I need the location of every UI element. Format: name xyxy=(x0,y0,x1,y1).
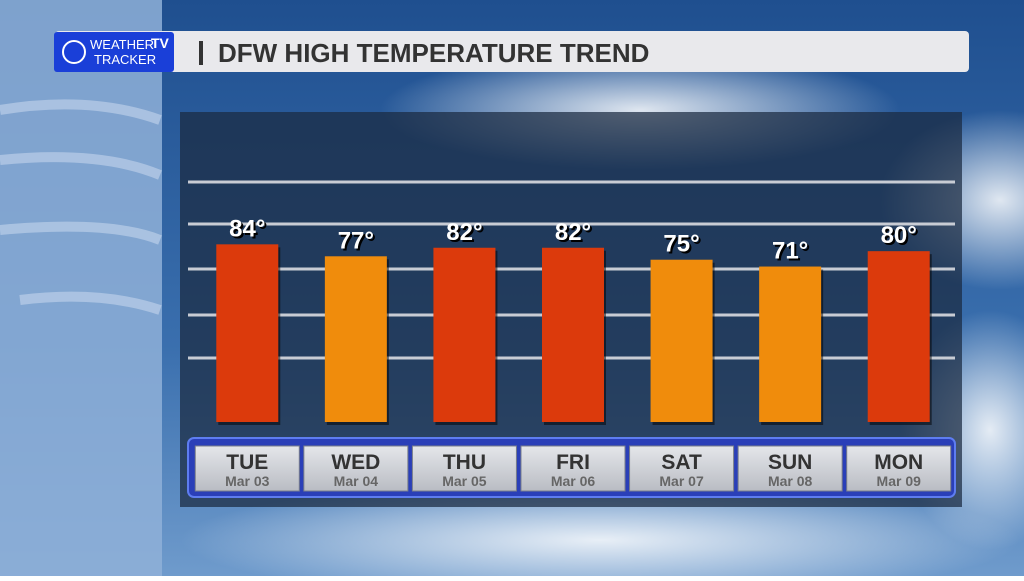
value-label-shadow: 82° xyxy=(557,221,593,248)
x-tick-label: SUN xyxy=(768,451,812,474)
bar xyxy=(324,256,387,422)
category-box xyxy=(520,445,626,492)
x-tick-label: THU xyxy=(443,451,486,474)
bar xyxy=(650,259,713,422)
logo-icon xyxy=(62,40,86,64)
value-label: 82° xyxy=(555,219,591,246)
x-tick-label: TUE xyxy=(226,451,268,474)
bar xyxy=(216,244,279,422)
x-tick-label: MON xyxy=(874,451,923,474)
value-label: 82° xyxy=(446,219,482,246)
bar xyxy=(542,247,604,422)
category-box xyxy=(194,445,300,492)
value-label: 71° xyxy=(772,238,808,265)
value-label: 75° xyxy=(663,231,699,258)
date-label: Mar 04 xyxy=(334,473,379,489)
side-panel xyxy=(0,0,162,576)
category-box xyxy=(737,445,843,492)
value-label-shadow: 71° xyxy=(774,240,810,267)
category-box xyxy=(629,445,735,492)
date-label: Mar 09 xyxy=(877,473,922,489)
value-label-shadow: 75° xyxy=(665,233,701,260)
category-box xyxy=(303,445,409,492)
value-label: 80° xyxy=(881,222,917,249)
value-label-shadow: 80° xyxy=(883,224,919,251)
value-label-shadow: 82° xyxy=(448,221,484,248)
value-label-shadow: 84° xyxy=(231,217,267,244)
category-box xyxy=(846,445,952,492)
date-label: Mar 05 xyxy=(442,473,487,489)
logo-text: TRACKER xyxy=(94,52,156,67)
bar xyxy=(433,247,496,422)
date-label: Mar 07 xyxy=(659,473,704,489)
value-label: 84° xyxy=(229,215,265,242)
x-tick-label: WED xyxy=(331,451,380,474)
x-tick-label: FRI xyxy=(556,451,590,474)
category-box xyxy=(411,445,517,492)
date-label: Mar 03 xyxy=(225,473,270,489)
value-label: 77° xyxy=(338,227,374,254)
date-label: Mar 08 xyxy=(768,473,813,489)
date-label: Mar 06 xyxy=(551,473,596,489)
bar xyxy=(867,251,930,422)
bar xyxy=(759,266,822,422)
logo-text: WEATHER xyxy=(90,37,154,52)
logo-box xyxy=(54,32,174,72)
title-bar xyxy=(55,31,969,72)
logo-badge: TV xyxy=(151,35,170,51)
x-tick-label: SAT xyxy=(661,451,702,474)
chart-title: DFW HIGH TEMPERATURE TREND xyxy=(218,38,649,68)
value-label-shadow: 77° xyxy=(340,229,376,256)
title-divider xyxy=(199,41,203,65)
panel-swirl xyxy=(0,99,162,315)
